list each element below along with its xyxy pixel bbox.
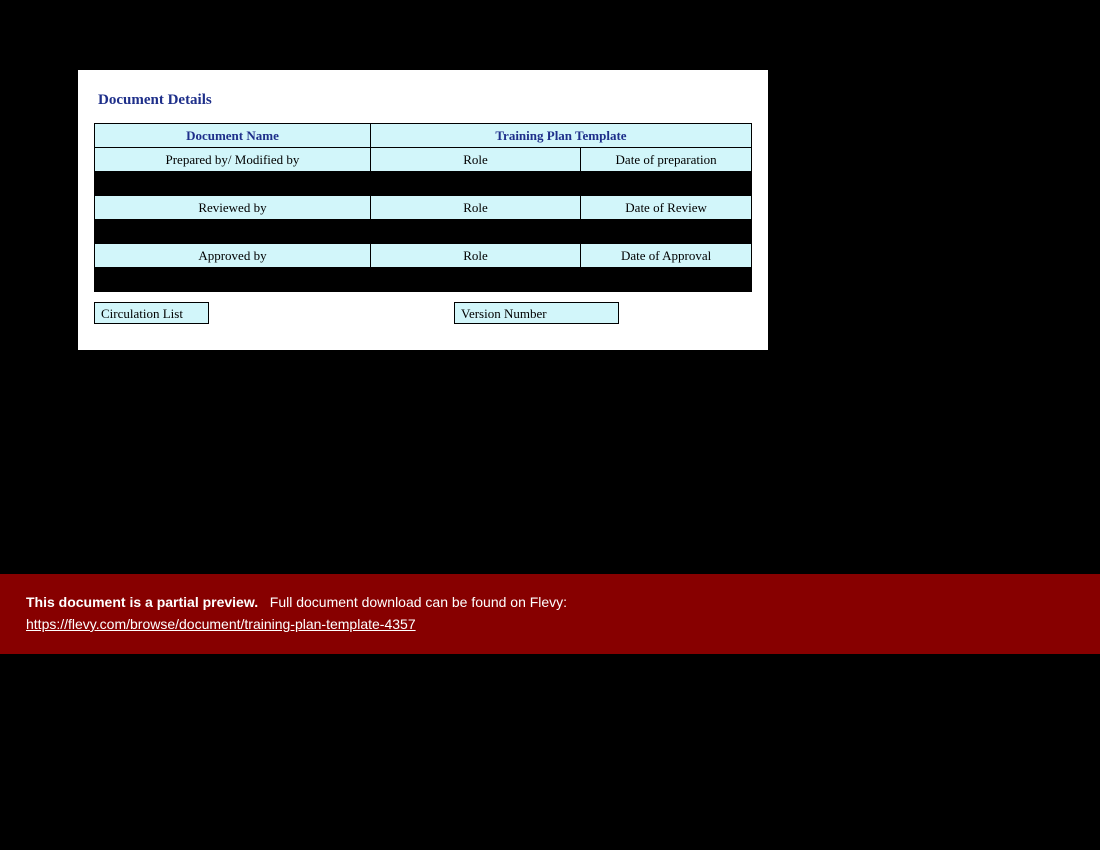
table-row xyxy=(95,268,752,292)
header-role: Role xyxy=(370,244,580,268)
circulation-list-label: Circulation List xyxy=(94,302,209,324)
header-role: Role xyxy=(370,148,580,172)
table-row xyxy=(95,220,752,244)
preview-banner: This document is a partial preview. Full… xyxy=(0,574,1100,654)
section-title: Document Details xyxy=(98,92,752,109)
table-row xyxy=(95,172,752,196)
header-date-review: Date of Review xyxy=(581,196,752,220)
header-prepared-by: Prepared by/ Modified by xyxy=(95,148,371,172)
document-details-table: Document Name Training Plan Template Pre… xyxy=(94,123,752,292)
table-row: Reviewed by Role Date of Review xyxy=(95,196,752,220)
header-date-approval: Date of Approval xyxy=(581,244,752,268)
document-page: Document Details Document Name Training … xyxy=(78,70,768,350)
banner-rest-text xyxy=(262,594,270,610)
banner-rest-text-2: Full document download can be found on F… xyxy=(270,594,567,610)
header-reviewed-by: Reviewed by xyxy=(95,196,371,220)
header-date-prep: Date of preparation xyxy=(581,148,752,172)
header-role: Role xyxy=(370,196,580,220)
header-doc-name: Document Name xyxy=(95,124,371,148)
table-row: Prepared by/ Modified by Role Date of pr… xyxy=(95,148,752,172)
table-row: Document Name Training Plan Template xyxy=(95,124,752,148)
header-approved-by: Approved by xyxy=(95,244,371,268)
header-doc-value: Training Plan Template xyxy=(370,124,751,148)
table-row: Approved by Role Date of Approval xyxy=(95,244,752,268)
banner-link[interactable]: https://flevy.com/browse/document/traini… xyxy=(26,616,416,632)
banner-bold-text: This document is a partial preview. xyxy=(26,594,258,610)
mini-labels-row: Circulation List Version Number xyxy=(94,302,752,332)
version-number-label: Version Number xyxy=(454,302,619,324)
